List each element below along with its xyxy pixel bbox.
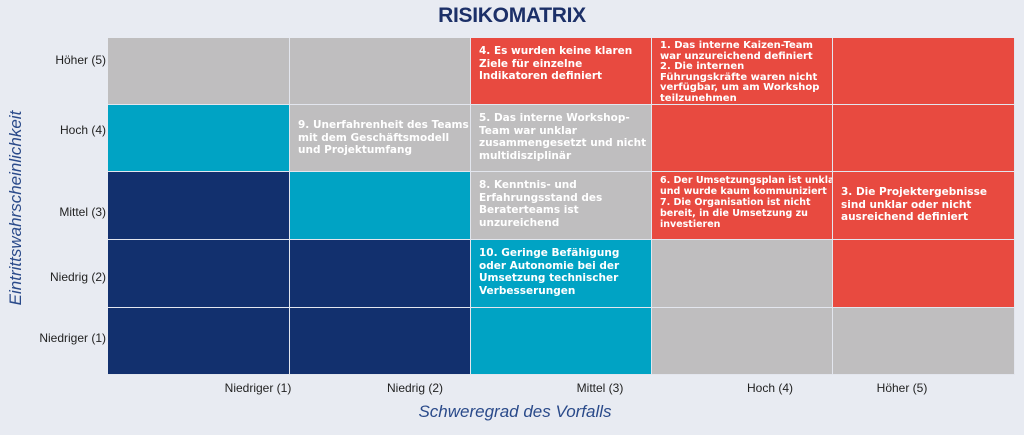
cell-r3-c2: [290, 172, 471, 240]
cell-text-line: 3. Die Projektergebnisse: [841, 186, 988, 198]
col-label-1: Niedriger (1): [224, 381, 292, 395]
cell-r5-c3: 4. Es wurden keine klaren Ziele für einz…: [471, 38, 652, 105]
cell-text-line: 9. Unerfahrenheit des Teams: [298, 119, 469, 131]
cell-r2-c3: 10. Geringe Befähigung oder Autonomie be…: [471, 240, 652, 308]
cell-r2-c1: [108, 240, 290, 308]
cell-text-line: Verbesserungen: [479, 284, 576, 297]
chart-title: RISIKOMATRIX: [438, 4, 586, 27]
cell-r3-c1: [108, 172, 290, 240]
row-label-3: Mittel (3): [59, 205, 106, 219]
cell-text-line: und wurde kaum kommuniziert: [660, 186, 827, 197]
cell-text-line: 2. Die internen: [660, 61, 745, 72]
cell-text-line: Indikatoren definiert: [479, 70, 603, 82]
cell-r1-c2: [290, 308, 471, 375]
cell-r5-c2: [290, 38, 471, 105]
col-label-4: Hoch (4): [746, 381, 794, 395]
row-label-2: Niedrig (2): [49, 270, 106, 284]
cell-text-line: teilzunehmen: [660, 92, 737, 104]
cell-r3-c5: 3. Die Projektergebnisse sind unklar ode…: [833, 172, 1015, 240]
cell-text-line: Team war unklar: [479, 124, 577, 137]
cell-text-line: war unzureichend definiert: [660, 50, 813, 62]
cell-text-line: 1. Das interne Kaizen-Team: [660, 40, 813, 51]
cell-text-line: Führungskräfte waren nicht: [660, 71, 818, 83]
cell-text-line: sind unklar oder nicht: [841, 198, 972, 211]
cell-text-line: Ziele für einzelne: [479, 57, 583, 70]
row-label-5: Höher (5): [55, 53, 106, 67]
y-axis-title: Eintrittswahrscheinlichkeit: [6, 110, 25, 306]
cell-text-line: 7. Die Organisation ist nicht: [660, 197, 811, 208]
risk-matrix-grid: 4. Es wurden keine klaren Ziele für einz…: [108, 38, 1015, 375]
cell-text-line: 4. Es wurden keine klaren: [479, 45, 633, 57]
cell-r5-c5: [833, 38, 1015, 105]
cell-r1-c4: [652, 308, 833, 375]
x-axis-title: Schweregrad des Vorfalls: [418, 402, 612, 421]
cell-text-line: investieren: [660, 219, 721, 230]
cell-text-line: mit dem Geschäftsmodell: [298, 131, 450, 144]
cell-text-line: oder Autonomie bei der: [479, 259, 620, 272]
cell-r4-c2: 9. Unerfahrenheit des Teams mit dem Gesc…: [290, 105, 471, 172]
cell-r4-c4: [652, 105, 833, 172]
row-label-4: Hoch (4): [59, 123, 106, 137]
cell-text-line: 10. Geringe Befähigung: [479, 247, 620, 259]
cell-r1-c5: [833, 308, 1015, 375]
col-label-5: Höher (5): [876, 381, 928, 395]
cell-r3-c3: 8. Kenntnis- und Erfahrungsstand des Ber…: [471, 172, 652, 240]
cell-r4-c3: 5. Das interne Workshop- Team war unklar…: [471, 105, 652, 172]
cell-text-line: multidisziplinär: [479, 149, 572, 162]
cell-r3-c4: 6. Der Umsetzungsplan ist unklar und wur…: [652, 172, 833, 240]
cell-r2-c5: [833, 240, 1015, 308]
cell-text-line: 5. Das interne Workshop-: [479, 112, 630, 124]
cell-text-line: Beraterteams ist: [479, 204, 579, 216]
cell-r4-c1: [108, 105, 290, 172]
cell-text-line: Umsetzung technischer: [479, 272, 619, 284]
cell-text-line: und Projektumfang: [298, 144, 412, 156]
cell-text-line: 8. Kenntnis- und: [479, 179, 577, 191]
cell-text-line: 6. Der Umsetzungsplan ist unklar: [660, 175, 833, 186]
cell-r2-c4: [652, 240, 833, 308]
cell-r5-c4: 1. Das interne Kaizen-Team war unzureich…: [652, 38, 833, 105]
col-label-3: Mittel (3): [576, 381, 624, 395]
cell-text-line: bereit, in die Umsetzung zu: [660, 208, 808, 219]
cell-text-line: unzureichend: [479, 216, 560, 229]
cell-text-line: zusammengesetzt und nicht: [479, 137, 647, 149]
cell-r4-c5: [833, 105, 1015, 172]
cell-r1-c3: [471, 308, 652, 375]
col-label-2: Niedrig (2): [386, 381, 444, 395]
cell-r2-c2: [290, 240, 471, 308]
cell-r1-c1: [108, 308, 290, 375]
cell-text-line: Erfahrungsstand des: [479, 191, 603, 204]
cell-text-line: verfügbar, um am Workshop: [660, 82, 820, 93]
row-label-1: Niedriger (1): [39, 331, 106, 345]
cell-r5-c1: [108, 38, 290, 105]
cell-text-line: ausreichend definiert: [841, 211, 968, 223]
